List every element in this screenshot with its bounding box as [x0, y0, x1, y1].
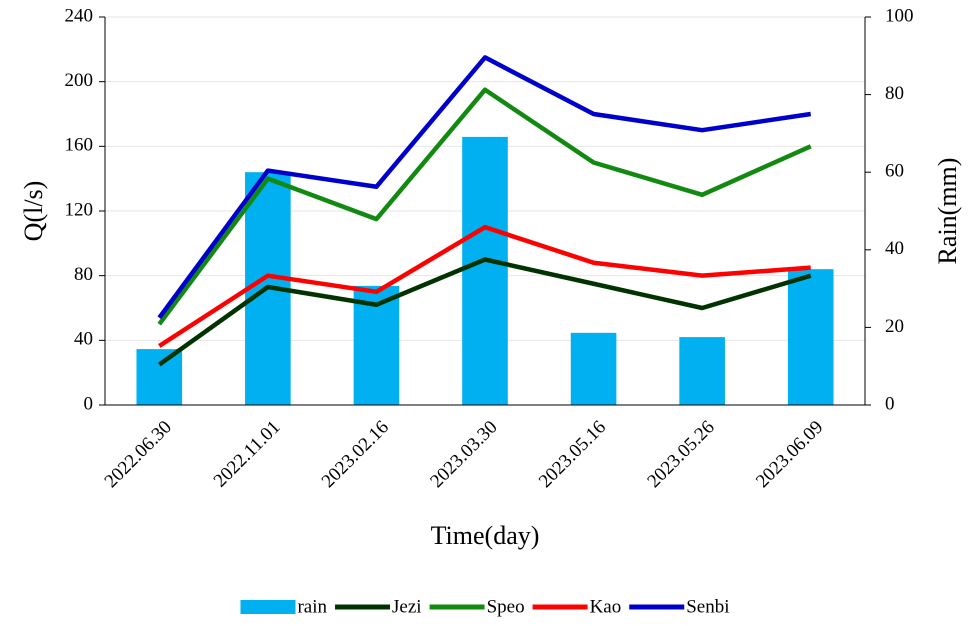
legend-swatch	[240, 600, 296, 614]
legend-label: Kao	[590, 596, 622, 617]
x-tick-label: 2023.05.26	[643, 417, 718, 492]
y-tick-label: 80	[74, 264, 93, 285]
bar	[787, 269, 834, 405]
x-axis-title: Time(day)	[431, 521, 540, 550]
x-tick-label: 2023.06.09	[752, 417, 827, 492]
bar	[462, 136, 508, 405]
y2-tick-label: 80	[885, 83, 904, 104]
legend-label: Speo	[487, 596, 525, 617]
x-tick-label: 2022.06.30	[101, 417, 176, 492]
y-tick-label: 160	[65, 135, 94, 156]
legend-label: rain	[297, 596, 327, 617]
x-tick-label: 2022.11.01	[210, 417, 285, 492]
y2-tick-label: 0	[885, 393, 895, 414]
y2-tick-label: 60	[885, 161, 904, 182]
line	[157, 87, 812, 326]
x-tick-label: 2023.02.16	[318, 417, 393, 492]
y-tick-label: 200	[65, 70, 94, 91]
bar	[679, 337, 725, 405]
y2-tick-label: 100	[885, 5, 914, 26]
x-tick-label: 2023.05.16	[535, 417, 610, 492]
y-tick-label: 120	[65, 199, 94, 220]
legend-label: Senbi	[686, 596, 729, 617]
line	[158, 224, 811, 348]
x-tick-label: 2023.03.30	[426, 417, 501, 492]
y2-axis-title: Rain(mm)	[933, 158, 962, 265]
y-axis-title: Q(l/s)	[19, 181, 48, 242]
line	[157, 55, 812, 320]
y-tick-label: 240	[65, 5, 94, 26]
y2-tick-label: 40	[885, 238, 904, 259]
bar	[570, 332, 617, 405]
line	[157, 257, 812, 367]
legend-label: Jezi	[392, 596, 422, 617]
bar	[136, 349, 183, 405]
y-tick-label: 40	[74, 329, 93, 350]
y2-tick-label: 20	[885, 316, 904, 337]
legend: rain Jezi Speo Kao Senbi	[240, 596, 730, 617]
y-tick-label: 0	[84, 393, 94, 414]
